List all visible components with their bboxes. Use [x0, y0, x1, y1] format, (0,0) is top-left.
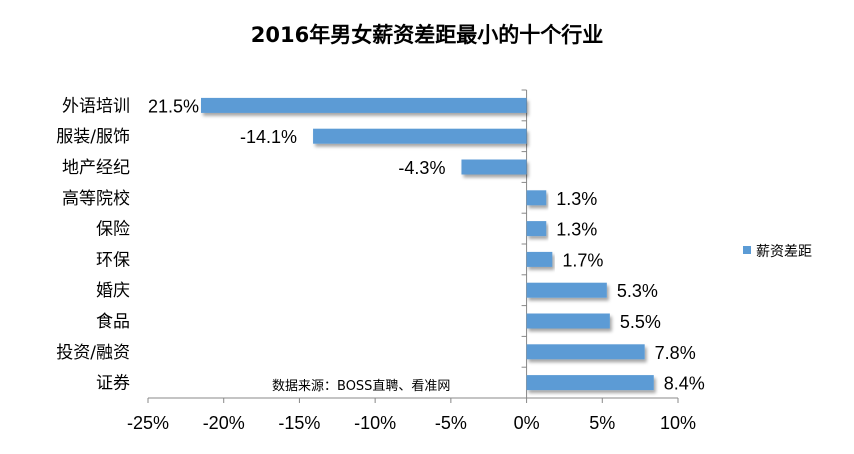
category-label: 外语培训 — [62, 96, 130, 116]
bar — [461, 159, 527, 175]
category-label: 食品 — [96, 312, 130, 332]
bar — [313, 128, 527, 144]
bar — [526, 313, 610, 329]
category-label: 高等院校 — [62, 189, 130, 209]
x-tick-label: -15% — [278, 413, 320, 433]
x-tick-label: -5% — [435, 413, 467, 433]
bar — [201, 97, 527, 113]
x-tick-label: -10% — [354, 413, 396, 433]
category-label: 环保 — [96, 250, 130, 270]
data-label: 1.3% — [556, 189, 597, 209]
data-label: 1.7% — [562, 250, 603, 270]
x-tick-label: -25% — [127, 413, 169, 433]
data-label: 5.3% — [617, 281, 658, 301]
bar — [526, 251, 553, 267]
category-label: 服装/服饰 — [56, 127, 130, 147]
data-label: 1.3% — [556, 220, 597, 240]
data-label: -4.3% — [398, 158, 445, 178]
chart-title: 2016年男女薪资差距最小的十个行业 — [251, 23, 603, 47]
legend-label: 薪资差距 — [756, 244, 812, 260]
category-label: 投资/融资 — [56, 343, 130, 363]
source-note: 数据来源：BOSS直聘、看准网 — [272, 378, 450, 394]
data-label: -14.1% — [240, 127, 297, 147]
bar — [526, 344, 645, 360]
x-tick-label: 5% — [589, 413, 615, 433]
data-label: 7.8% — [655, 343, 696, 363]
category-label: 地产经纪 — [62, 158, 130, 178]
x-tick-label: 10% — [660, 413, 696, 433]
bar — [526, 221, 547, 237]
x-tick-label: 0% — [514, 413, 540, 433]
category-label: 婚庆 — [96, 281, 130, 301]
category-label: 证券 — [96, 374, 130, 394]
bar — [526, 375, 654, 391]
legend-swatch — [743, 246, 751, 254]
bar — [526, 282, 607, 298]
bar — [526, 190, 547, 206]
data-label: 8.4% — [664, 374, 705, 394]
category-label: 保险 — [96, 220, 130, 240]
data-label: 5.5% — [620, 312, 661, 332]
data-label: 21.5% — [148, 96, 199, 116]
x-tick-label: -20% — [203, 413, 245, 433]
